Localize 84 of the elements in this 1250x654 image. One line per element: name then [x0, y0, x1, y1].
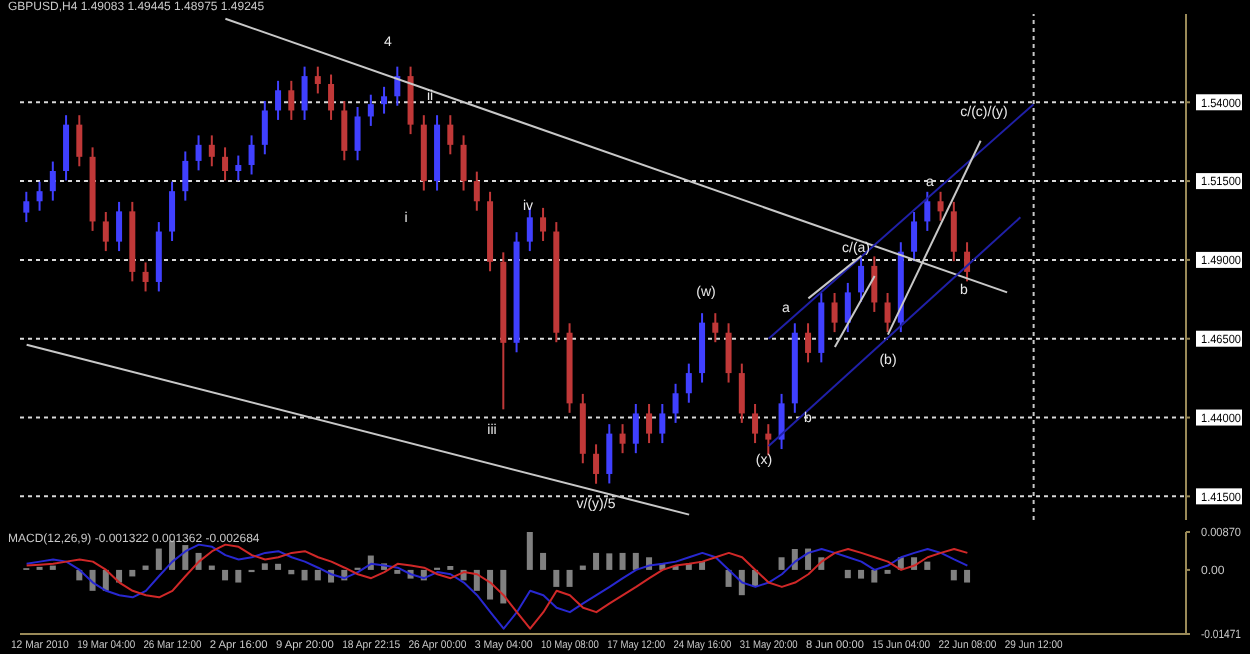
candlestick: [36, 180, 43, 212]
candlestick: [937, 190, 944, 222]
candlestick: [447, 114, 454, 156]
bar: [261, 563, 268, 570]
bar: [487, 569, 494, 600]
candlestick: [23, 190, 30, 224]
candlestick: [738, 362, 745, 424]
candlestick: [778, 392, 785, 451]
bar: [738, 569, 745, 596]
bar: [924, 561, 931, 570]
candlestick: [911, 210, 918, 263]
bar: [540, 552, 547, 570]
candlestick: [672, 382, 679, 424]
bar: [725, 569, 732, 587]
bar: [871, 569, 878, 583]
candlestick: [354, 106, 361, 162]
candlestick: [142, 261, 149, 293]
bar: [778, 557, 785, 570]
bar: [129, 569, 136, 577]
candlestick: [288, 79, 295, 121]
candlestick: [831, 292, 838, 334]
candlestick: [871, 255, 878, 313]
candlestick: [619, 423, 626, 455]
candlestick: [659, 402, 666, 445]
candlestick: [76, 114, 83, 168]
candlestick: [752, 402, 759, 445]
bar: [500, 569, 507, 604]
bar: [155, 548, 162, 570]
candlestick: [235, 154, 242, 182]
candlestick: [632, 402, 639, 455]
candlestick: [712, 312, 719, 344]
line-series: [25, 543, 969, 630]
bar: [553, 569, 560, 587]
candlestick: [341, 100, 348, 162]
candlestick: [924, 190, 931, 232]
bar: [182, 545, 189, 570]
candlestick: [182, 150, 189, 202]
bar: [275, 563, 282, 570]
candlestick: [116, 200, 123, 253]
bar: [526, 532, 533, 570]
bar: [964, 569, 971, 583]
candlestick: [526, 206, 533, 253]
candlestick: [805, 322, 812, 364]
candlestick: [844, 281, 851, 334]
candlestick: [102, 210, 109, 253]
candlestick: [195, 134, 202, 172]
candlestick: [606, 423, 613, 485]
bar: [632, 552, 639, 570]
candlestick: [328, 73, 335, 121]
candlestick: [222, 146, 229, 182]
candlestick: [314, 65, 321, 95]
candlestick: [248, 134, 255, 176]
bar: [566, 569, 573, 587]
candlestick: [950, 200, 957, 263]
candlestick: [725, 322, 732, 384]
candlestick: [884, 292, 891, 334]
bar: [858, 569, 865, 579]
candlestick: [275, 79, 282, 121]
bar: [288, 569, 295, 575]
bar: [606, 553, 613, 570]
candlestick: [381, 85, 388, 115]
candlestick: [169, 180, 176, 242]
candlestick: [63, 114, 70, 182]
candlestick: [646, 402, 653, 445]
bar: [593, 552, 600, 570]
bar: [619, 552, 626, 570]
candlestick: [540, 206, 547, 242]
candlestick: [49, 160, 56, 202]
candlestick: [367, 93, 374, 127]
bar: [222, 569, 229, 581]
candlestick: [765, 423, 772, 457]
candlestick: [208, 134, 215, 168]
candlestick: [460, 134, 467, 192]
candlestick: [593, 443, 600, 485]
bar: [301, 569, 308, 581]
candlestick: [858, 255, 865, 303]
candlestick: [261, 100, 268, 156]
bar: [235, 569, 242, 583]
bar: [314, 569, 321, 581]
bar: [950, 569, 957, 581]
bar: [844, 569, 851, 579]
candlestick: [685, 362, 692, 404]
candlestick: [301, 65, 308, 121]
candlestick: [473, 170, 480, 212]
